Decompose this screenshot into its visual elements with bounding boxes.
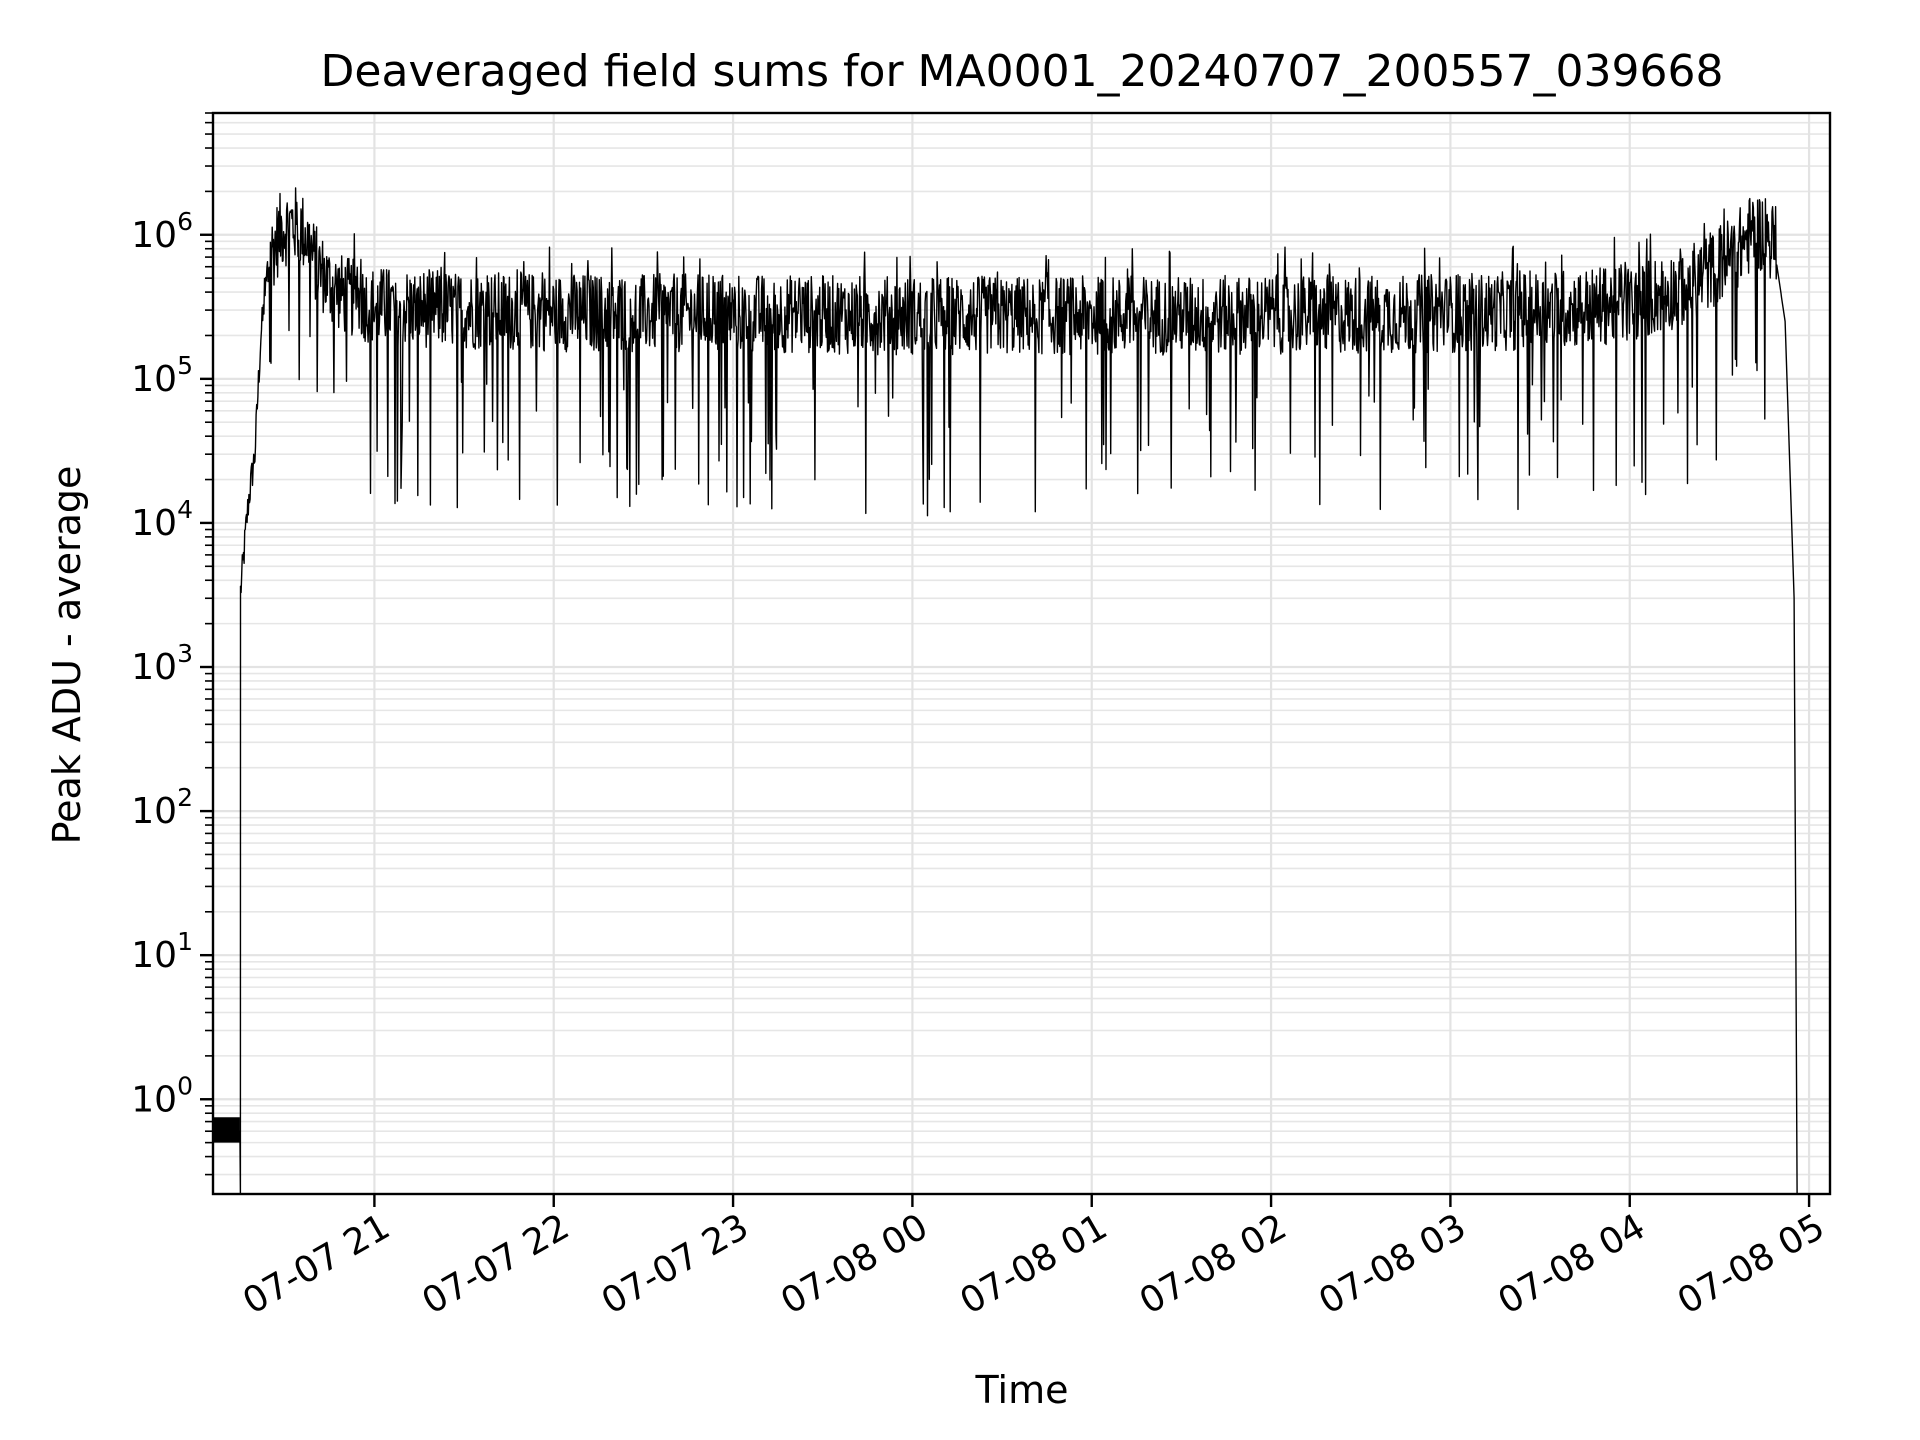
grid (213, 112, 1830, 1194)
y-axis-label: Peak ADU - average (45, 466, 89, 845)
x-axis-label: Time (975, 1368, 1069, 1412)
y-tick-label: 101 (131, 927, 193, 976)
y-tick-label: 100 (131, 1071, 193, 1120)
chart-title: Deaveraged field sums for MA0001_2024070… (321, 46, 1724, 97)
y-tick-label: 103 (131, 639, 193, 688)
y-tick-label: 105 (131, 351, 193, 400)
axis-ticks (200, 112, 1811, 1207)
y-tick-label: 104 (131, 495, 193, 544)
plot-frame (211, 111, 1832, 1196)
y-tick-label: 106 (131, 207, 193, 256)
series-line (213, 187, 1798, 1195)
y-tick-labels: 100 101 102 103 104 105 106 (131, 207, 193, 1120)
y-tick-label: 102 (131, 783, 193, 832)
low-value-block (213, 1117, 240, 1143)
